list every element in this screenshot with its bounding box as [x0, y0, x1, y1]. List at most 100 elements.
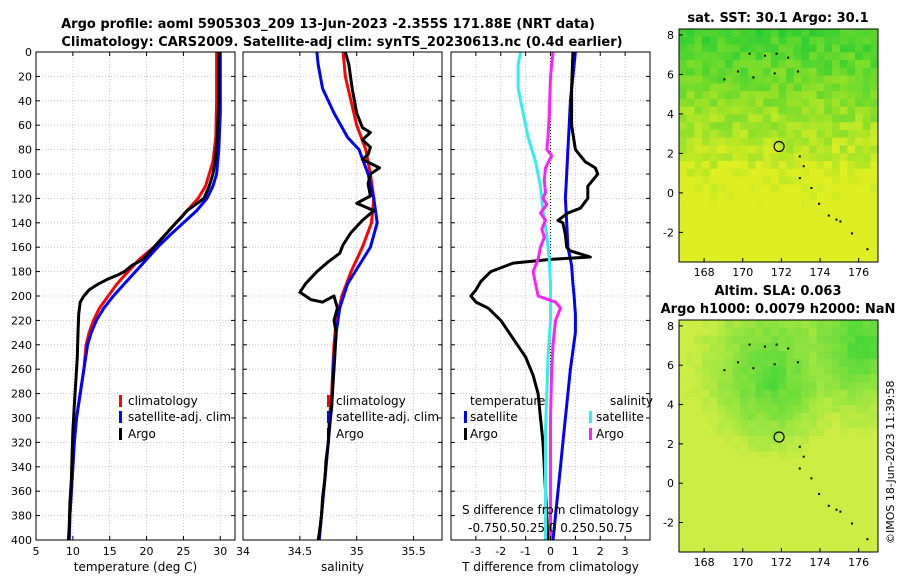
heatmap-cell [770, 129, 779, 139]
heatmap-cell [793, 161, 802, 170]
heatmap-cell [747, 122, 756, 131]
coastline-island [737, 361, 739, 364]
heatmap-cell [709, 98, 718, 108]
y-tick-label: 4 [667, 399, 674, 412]
heatmap-cell [679, 137, 688, 146]
heatmap-cell [763, 29, 772, 38]
heatmap-cell [778, 44, 787, 53]
heatmap-cell [809, 466, 818, 476]
heatmap-cell [717, 207, 726, 216]
heatmap-cell [832, 176, 841, 185]
heatmap-cell [793, 184, 802, 193]
heatmap-cell [717, 389, 726, 398]
heatmap-cell [847, 199, 856, 209]
heatmap-cell [755, 374, 764, 383]
heatmap-cell [755, 67, 764, 76]
heatmap-cell [824, 137, 833, 146]
heatmap-cell [801, 420, 810, 429]
legend-swatch-climatology [327, 395, 330, 407]
heatmap-cell [770, 44, 779, 53]
heatmap-cell [747, 60, 756, 69]
heatmap-cell [770, 60, 779, 69]
heatmap-cell [686, 238, 695, 247]
heatmap-cell [870, 397, 879, 406]
heatmap-cell [694, 497, 703, 506]
heatmap-cell [679, 176, 688, 185]
legend-climatology: climatology [336, 394, 406, 408]
legend-satellite-adj: satellite-adj. clim [336, 410, 439, 424]
heatmap-cell [747, 106, 756, 115]
heatmap-cell [832, 246, 841, 255]
heatmap-cell [824, 60, 833, 69]
heatmap-cell [778, 405, 787, 414]
heatmap-cell [847, 36, 856, 45]
heatmap-cell [724, 466, 733, 476]
heatmap-cell [740, 254, 749, 263]
heatmap-cell [763, 327, 772, 336]
heatmap-cell [717, 184, 726, 193]
heatmap-cell [717, 490, 726, 499]
heatmap-cell [686, 459, 695, 468]
heatmap-cell [801, 320, 810, 329]
heatmap-cell [770, 199, 779, 209]
heatmap-cell [770, 389, 779, 398]
heatmap-cell [686, 521, 695, 530]
heatmap-cell [701, 358, 711, 367]
heatmap-cell [786, 405, 795, 414]
heatmap-cell [740, 145, 749, 154]
heatmap-cell [724, 497, 733, 506]
heatmap-cell [763, 199, 772, 209]
heatmap-cell [755, 98, 764, 108]
heatmap-cell [740, 459, 749, 468]
heatmap-cell [709, 528, 718, 537]
heatmap-cell [824, 474, 833, 483]
heatmap-cell [770, 153, 779, 162]
heatmap-cell [763, 122, 772, 131]
heatmap-cell [786, 230, 795, 240]
heatmap-cell [793, 98, 802, 108]
heatmap-cell [793, 29, 802, 38]
heatmap-cell [809, 60, 818, 69]
series-line-temperature-satellite [551, 51, 577, 541]
heatmap-cell [686, 60, 695, 69]
heatmap-cell [701, 412, 711, 421]
heatmap-cell [686, 374, 695, 383]
heatmap-cell [701, 536, 711, 545]
heatmap-cell [824, 238, 833, 247]
heatmap-cell [747, 389, 756, 398]
heatmap-cell [732, 254, 741, 263]
heatmap-cell [709, 215, 718, 224]
coastline-island [835, 218, 838, 221]
heatmap-cell [724, 366, 733, 375]
heatmap-cell [755, 536, 764, 545]
heatmap-cell [717, 36, 726, 45]
heatmap-cell [732, 129, 741, 139]
heatmap-cell [724, 544, 733, 553]
heatmap-cell [801, 254, 810, 263]
heatmap-cell [870, 335, 879, 344]
heatmap-cell [778, 60, 787, 69]
x-tick-label: 172 [771, 266, 792, 279]
heatmap-cell [847, 122, 856, 131]
heatmap-cell [832, 412, 841, 421]
heatmap-cell [862, 513, 871, 522]
heatmap-cell [786, 67, 795, 76]
heatmap-cell [740, 466, 749, 476]
heatmap-cell [809, 381, 818, 390]
heatmap-cell [755, 428, 764, 437]
x-tick-label: 25 [176, 545, 190, 558]
heatmap-cell [679, 544, 688, 553]
heatmap-cell [755, 474, 764, 483]
heatmap-cell [839, 350, 848, 360]
heatmap-cell [786, 420, 795, 429]
heatmap-cell [701, 29, 711, 38]
heatmap-cell [755, 168, 764, 177]
heatmap-cell [694, 544, 703, 553]
heatmap-cell [732, 513, 741, 522]
heatmap-cell [770, 254, 779, 263]
heatmap-cell [717, 91, 726, 100]
heatmap-cell [747, 36, 756, 45]
heatmap-cell [801, 528, 810, 537]
heatmap-cell [747, 192, 756, 201]
heatmap-cell [709, 129, 718, 139]
